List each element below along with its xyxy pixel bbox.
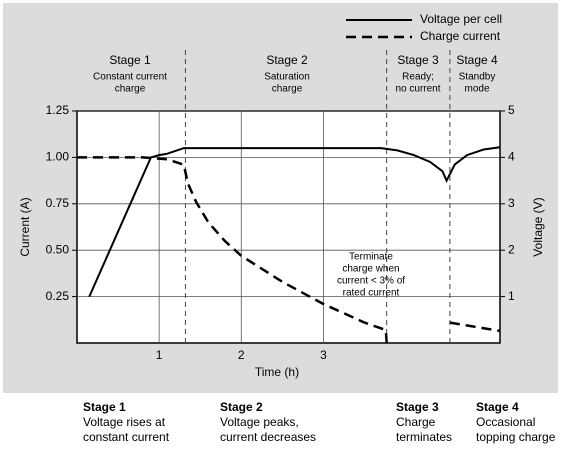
x-tick-label: 1 [156, 348, 163, 362]
y-tick-label: 1.00 [46, 150, 70, 164]
y2-tick-label: 2 [508, 242, 515, 256]
stage-desc: Saturation [264, 72, 310, 83]
caption-line: Occasional [476, 415, 535, 429]
y2-tick-label: 3 [508, 196, 515, 210]
stage-desc: Constant current [93, 72, 167, 83]
caption-line: Voltage peaks, [220, 415, 299, 429]
stage-desc: mode [464, 84, 489, 95]
caption-title: Stage 3 [396, 400, 439, 414]
caption-line: Voltage rises at [83, 415, 166, 429]
stage-desc: Standby [459, 72, 496, 83]
caption-line: topping charge [476, 430, 556, 444]
stage-title: Stage 4 [456, 53, 498, 67]
annotation: Terminate [349, 252, 393, 263]
stage-desc: charge [115, 84, 146, 95]
series-line [88, 146, 501, 298]
x-axis-label: Time (h) [255, 365, 299, 379]
y-axis-label: Current (A) [18, 197, 32, 256]
plot-area [76, 110, 501, 344]
caption-title: Stage 2 [220, 400, 263, 414]
x-tick-label: 2 [238, 348, 245, 362]
y2-axis-label: Voltage (V) [531, 197, 545, 256]
caption-title: Stage 4 [476, 400, 519, 414]
annotation: charge when [342, 264, 399, 275]
annotation: rated current [343, 288, 400, 299]
series-line [77, 156, 501, 344]
stage-title: Stage 1 [109, 53, 151, 67]
stage-title: Stage 3 [397, 53, 439, 67]
y2-tick-label: 1 [508, 289, 515, 303]
y-tick-label: 0.50 [46, 242, 70, 256]
caption-line: constant current [83, 430, 170, 444]
y-tick-label: 0.25 [46, 289, 70, 303]
caption-line: Charge [396, 415, 436, 429]
y2-tick-label: 5 [508, 103, 515, 117]
stage-title: Stage 2 [266, 53, 308, 67]
legend-label: Voltage per cell [420, 12, 502, 26]
legend-label: Charge current [420, 29, 501, 43]
caption-title: Stage 1 [83, 400, 126, 414]
y-tick-label: 0.75 [46, 196, 70, 210]
x-tick-label: 3 [320, 348, 327, 362]
stage-desc: charge [272, 84, 303, 95]
annotation: current < 3% of [337, 276, 405, 287]
caption-line: terminates [396, 430, 452, 444]
stage-desc: no current [395, 84, 440, 95]
y2-tick-label: 4 [508, 150, 515, 164]
y-tick-label: 1.25 [46, 103, 70, 117]
stage-desc: Ready; [402, 72, 434, 83]
caption-line: current decreases [220, 430, 316, 444]
